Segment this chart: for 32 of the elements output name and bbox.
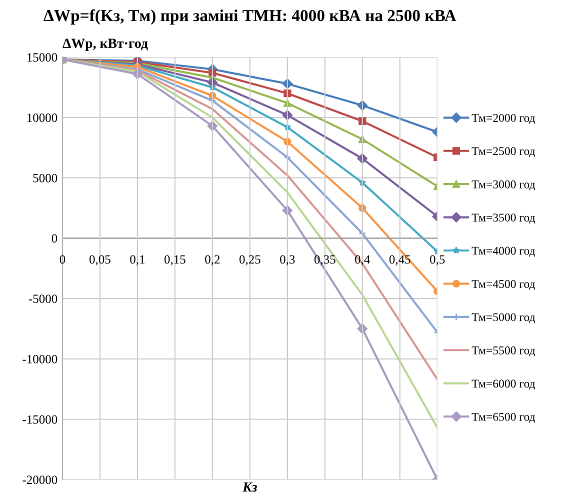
chart-title: ΔWр=f(Kз, Tм) при заміні ТМН: 4000 кВА на 2500 кВА bbox=[44, 9, 456, 25]
y-tick-label: 15000 bbox=[27, 53, 58, 62]
x-tick-label: 0,5 bbox=[430, 255, 445, 266]
x-tick-label: 0,1 bbox=[130, 255, 145, 266]
x-tick-label: 0,35 bbox=[314, 255, 336, 266]
y-tick-label: -5000 bbox=[28, 294, 58, 304]
legend-label: Тм=2500 год bbox=[472, 147, 536, 158]
y-tick-label: 10000 bbox=[27, 114, 58, 122]
x-tick-label: 0,45 bbox=[389, 255, 410, 266]
y-tick-label: -15000 bbox=[22, 415, 58, 424]
y-tick-label: -20000 bbox=[22, 476, 58, 484]
y-tick-label: -10000 bbox=[22, 354, 58, 364]
y-tick-label: 0 bbox=[52, 234, 58, 243]
legend-label: Тм=6500 год bbox=[472, 412, 536, 423]
x-tick-label: 0,3 bbox=[280, 255, 295, 266]
y-axis-title: ΔWр, кВт·год bbox=[62, 38, 148, 51]
legend-label: Тм=5500 год bbox=[472, 346, 536, 357]
legend-label: Тм=4500 год bbox=[472, 280, 536, 290]
x-tick-label: 0 bbox=[60, 255, 66, 264]
legend-label: Тм=6000 год bbox=[472, 380, 536, 390]
x-tick-label: 0,15 bbox=[164, 255, 186, 266]
legend-label: Тм=5000 год bbox=[472, 313, 536, 324]
x-tick-label: 0,25 bbox=[239, 255, 260, 266]
legend-label: Тм=4000 год bbox=[472, 246, 536, 257]
x-tick-label: 0,4 bbox=[355, 255, 370, 266]
y-tick-label: 5000 bbox=[33, 174, 58, 182]
legend-label: Тм=2000 год bbox=[472, 114, 536, 124]
x-tick-label: 0,2 bbox=[205, 255, 220, 266]
legend-label: Тм=3500 год bbox=[472, 214, 536, 224]
x-axis-title: Kз bbox=[242, 482, 257, 492]
x-tick-label: 0,05 bbox=[90, 255, 110, 266]
legend-label: Тм=3000 год bbox=[472, 180, 536, 191]
